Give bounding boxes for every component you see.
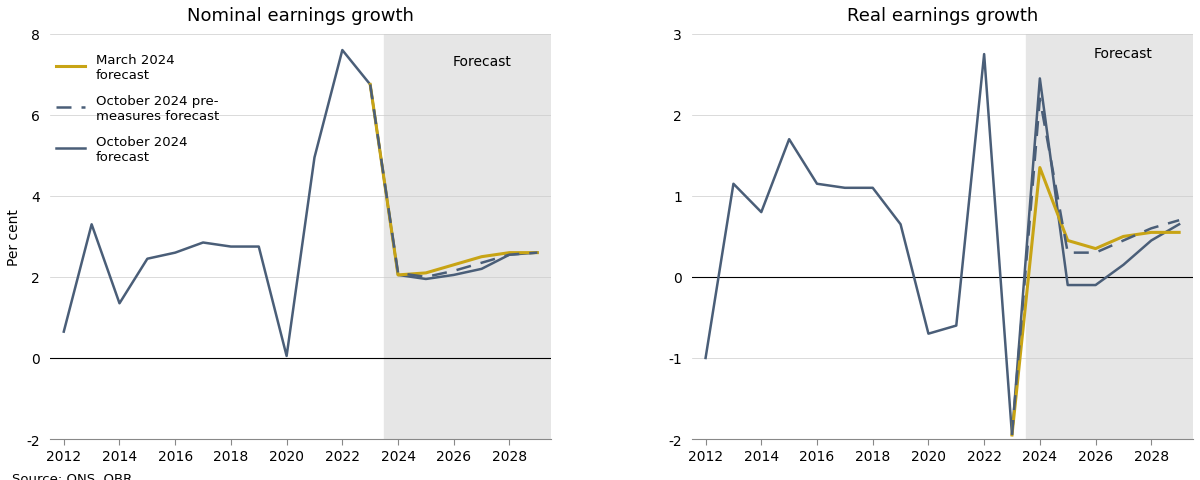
Bar (384, 35, 607, 439)
Y-axis label: Per cent: Per cent (7, 208, 20, 265)
Legend: March 2024
forecast, October 2024 pre-
measures forecast, October 2024
forecast: March 2024 forecast, October 2024 pre- m… (56, 53, 220, 164)
Text: Forecast: Forecast (452, 55, 511, 69)
Title: Real earnings growth: Real earnings growth (847, 7, 1038, 25)
Title: Nominal earnings growth: Nominal earnings growth (187, 7, 414, 25)
Bar (1026, 35, 1200, 439)
Text: Source: ONS, OBR: Source: ONS, OBR (12, 472, 132, 480)
Text: Forecast: Forecast (1094, 47, 1153, 61)
